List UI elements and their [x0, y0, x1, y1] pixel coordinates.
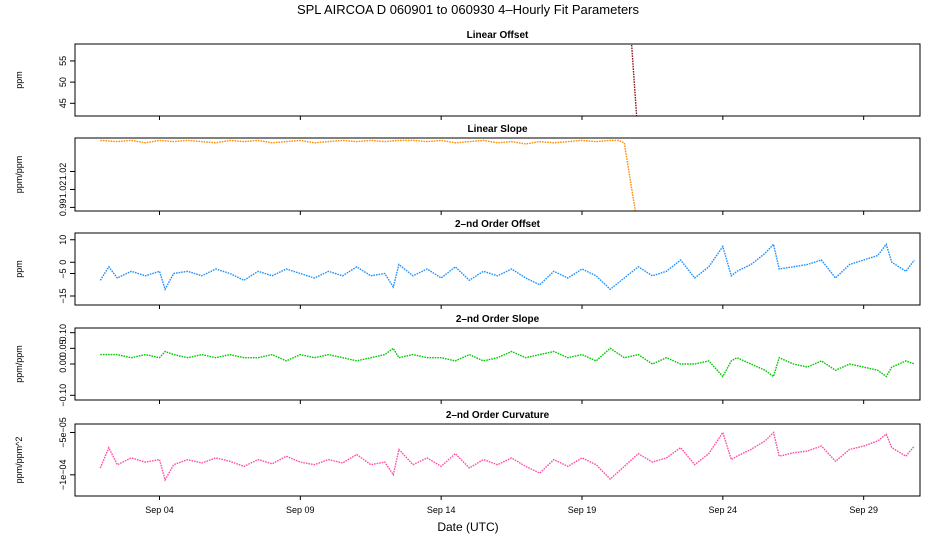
x-tick-label: Sep 29 — [849, 505, 878, 515]
panel-title-2-nd-order-slope: 2–nd Order Slope — [456, 314, 540, 325]
panel-title-linear-slope: Linear Slope — [467, 124, 527, 135]
y-tick-label-2-nd-order-curvature: −1e−04 — [58, 460, 68, 491]
y-tick-label-2-nd-order-slope: −0.10 — [58, 384, 68, 407]
panel-2-nd-order-offset: 2–nd Order Offset −15 −5 0 10 ppm — [14, 219, 921, 309]
panel-linear-offset: Linear Offset 45 50 55 ppm — [14, 30, 921, 120]
panel-2-nd-order-curvature: 2–nd Order Curvature −1e−04 −5e−05 ppm/ppm^… — [14, 410, 921, 500]
figure-title: SPL AIRCOA D 060901 to 060930 4–Hourly F… — [297, 2, 640, 17]
y-tick-label-2-nd-order-offset: −5 — [58, 268, 68, 278]
series-line-2-nd-order-curvature — [99, 430, 915, 482]
shared-x-axis: Sep 04 Sep 09 Sep 14 Sep 19 Sep 24 Sep 29 — [145, 505, 878, 515]
y-tick-label-linear-offset: 45 — [58, 98, 68, 108]
plot-frame-linear-offset — [74, 43, 921, 117]
y-axis-label-2-nd-order-offset: ppm — [14, 260, 24, 278]
series-line-linear-slope — [100, 139, 637, 211]
y-tick-label-2-nd-order-offset: 10 — [58, 235, 68, 245]
x-tick-label: Sep 24 — [709, 505, 738, 515]
x-tick-label: Sep 09 — [286, 505, 315, 515]
x-tick-label: Sep 04 — [145, 505, 174, 515]
x-axis-label: Date (UTC) — [437, 520, 498, 534]
series-line-2-nd-order-offset — [99, 242, 915, 292]
plot-frame-2-nd-order-offset — [74, 232, 921, 306]
y-tick-label-linear-offset: 55 — [58, 56, 68, 66]
y-tick-label-linear-slope: 1.02 — [58, 163, 68, 181]
y-axis-label-linear-offset: ppm — [14, 71, 24, 89]
y-tick-label-linear-slope: 0.99 — [58, 199, 68, 217]
y-tick-label-2-nd-order-offset: 0 — [58, 260, 68, 265]
y-axis-label-2-nd-order-slope: ppm/ppm — [14, 345, 24, 383]
x-tick-label: Sep 19 — [568, 505, 597, 515]
y-tick-label-linear-offset: 50 — [58, 77, 68, 87]
panel-2-nd-order-slope: 2–nd Order Slope −0.10 0.000.050.10 ppm/ppm — [14, 314, 921, 407]
panel-title-linear-offset: Linear Offset — [467, 30, 529, 41]
y-tick-label-2-nd-order-offset: −15 — [58, 288, 68, 303]
y-tick-label-linear-slope: 1.02 — [58, 181, 68, 199]
y-tick-label-2-nd-order-slope: 0.05 — [58, 340, 68, 358]
x-tick-label: Sep 14 — [427, 505, 456, 515]
y-tick-label-2-nd-order-slope: 0.00 — [58, 355, 68, 373]
panel-title-2-nd-order-curvature: 2–nd Order Curvature — [446, 410, 550, 421]
y-axis-label-2-nd-order-curvature: ppm/ppm^2 — [14, 437, 24, 484]
y-tick-label-2-nd-order-curvature: −5e−05 — [58, 417, 68, 448]
series-line-linear-offset — [630, 44, 638, 116]
plot-frame-linear-slope — [74, 137, 921, 212]
panel-title-2-nd-order-offset: 2–nd Order Offset — [455, 219, 541, 230]
plot-frame-2-nd-order-curvature — [74, 423, 921, 497]
y-tick-label-2-nd-order-slope: 0.10 — [58, 324, 68, 342]
series-line-2-nd-order-slope — [100, 347, 915, 378]
y-axis-label-linear-slope: ppm/ppm — [14, 156, 24, 194]
